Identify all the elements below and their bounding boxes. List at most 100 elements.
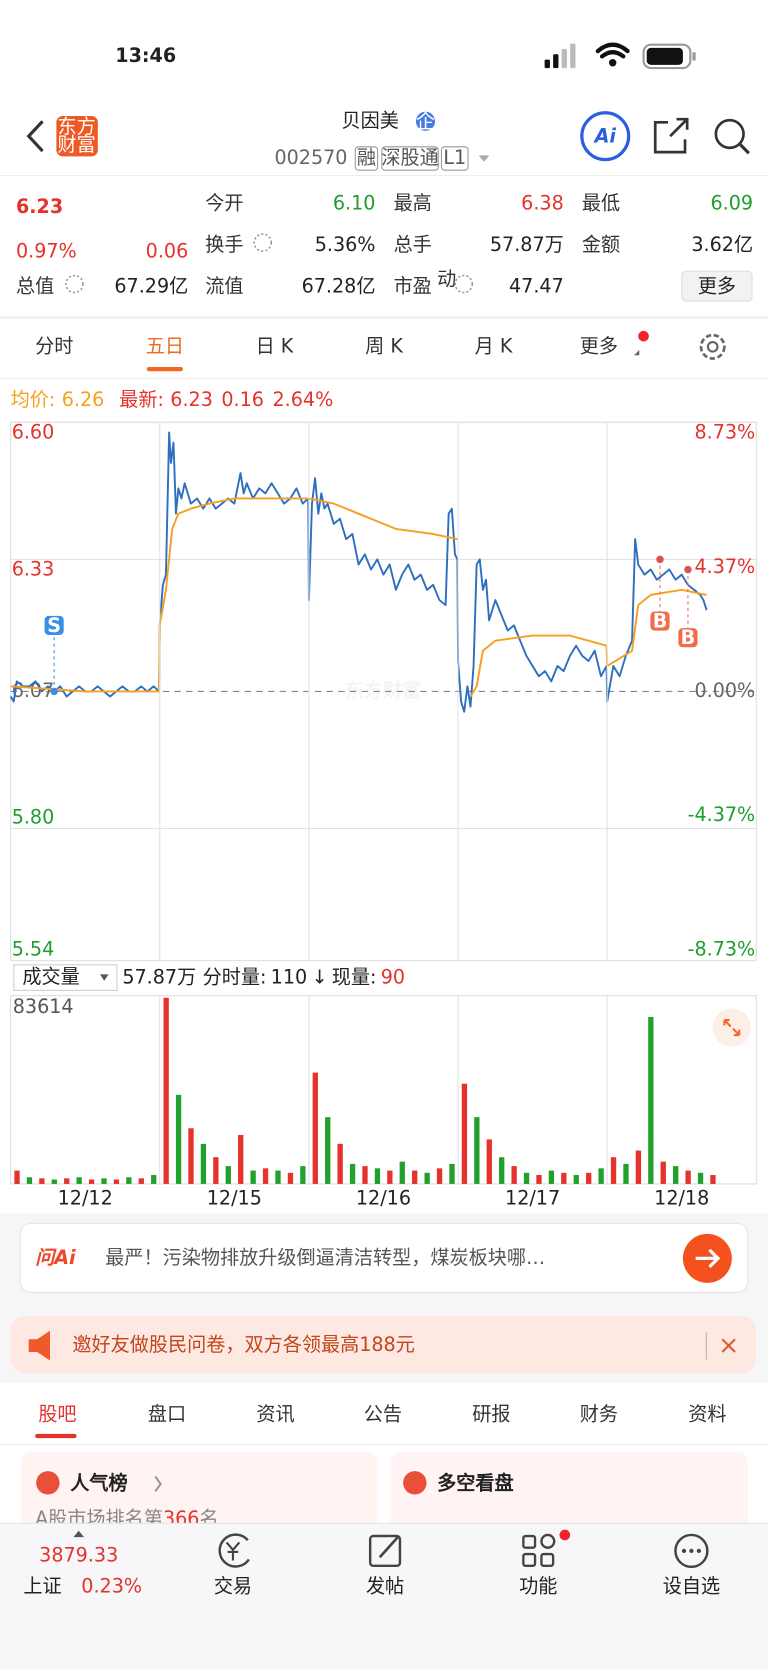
dropdown-arrow[interactable] <box>478 155 490 162</box>
volume-bar <box>88 1179 95 1184</box>
x-tick-label: 12/17 <box>505 1186 560 1209</box>
stat-value: 47.47 <box>509 275 564 298</box>
banner-text[interactable]: 邀好友做股民问卷，双方各领最高188元 <box>72 1333 415 1356</box>
share-button[interactable] <box>653 117 689 154</box>
ai-bar[interactable] <box>19 1222 749 1293</box>
section-tab[interactable]: 研报 <box>472 1402 510 1425</box>
nav-icon[interactable] <box>368 1534 402 1568</box>
nav-label[interactable]: 交易 <box>214 1575 252 1598</box>
info-icon[interactable] <box>65 274 84 294</box>
back-button[interactable] <box>26 120 44 153</box>
nav-label[interactable]: 功能 <box>519 1575 557 1598</box>
section-tab[interactable]: 资料 <box>688 1402 726 1425</box>
volume-bar <box>697 1172 704 1184</box>
settings-button[interactable] <box>699 333 726 360</box>
series-line <box>10 497 707 698</box>
section-tab[interactable]: 财务 <box>580 1402 618 1425</box>
volume-bar <box>51 1179 57 1184</box>
chevron <box>154 1475 162 1492</box>
y-tick-label: 83614 <box>13 995 74 1018</box>
index-change[interactable]: 0.23% <box>81 1575 142 1598</box>
volume-bar <box>598 1168 604 1184</box>
volume-bar <box>101 1178 107 1184</box>
tag-text: L1 <box>443 146 466 169</box>
volume-bar <box>710 1175 716 1184</box>
volume-bar <box>561 1172 567 1184</box>
stat-label: 最低 <box>582 192 620 215</box>
info-icon[interactable] <box>253 233 273 252</box>
stat-label: 换手 <box>205 233 243 256</box>
period-tab[interactable]: 更多 <box>580 334 618 357</box>
stat-label: 金额 <box>582 233 620 256</box>
current-volume: 90 <box>381 965 405 988</box>
latest-value: 6.23 <box>170 387 213 410</box>
banner-close[interactable] <box>721 1338 736 1353</box>
volume-bar <box>486 1139 492 1184</box>
volume-bar <box>412 1170 418 1184</box>
current-label: 现量: <box>332 965 377 988</box>
period-tab[interactable]: 分时 <box>35 334 73 357</box>
index-name[interactable]: 上证 <box>23 1575 61 1598</box>
volume-chart: 83614 12/12 12/15 12/16 12/17 12/18 <box>13 995 716 1209</box>
stat-label: 最高 <box>394 192 432 215</box>
banner[interactable] <box>10 1315 757 1374</box>
nav-label[interactable]: 设自选 <box>663 1575 720 1598</box>
section-tab[interactable]: 公告 <box>364 1402 402 1425</box>
volume-bar <box>362 1166 368 1184</box>
watermark: 东方财富 <box>345 679 422 702</box>
period-tab[interactable]: 周 K <box>365 334 403 357</box>
ai-button-text[interactable]: Ai <box>593 125 617 148</box>
volume-bar <box>213 1157 219 1184</box>
nav-label[interactable]: 发帖 <box>366 1575 404 1598</box>
info-icon[interactable] <box>454 274 474 294</box>
indicator-selector-text[interactable]: 成交量 <box>22 965 79 988</box>
ai-prompt[interactable]: 最严！污染物排放升级倒逼清洁转型，煤炭板块哪… <box>105 1246 545 1269</box>
section-tabs: 股吧 盘口 资讯 公告 研报 财务 资料 <box>38 1402 726 1425</box>
volume-bar <box>685 1170 691 1184</box>
period-tab[interactable]: 日 K <box>256 334 294 357</box>
volume-bar <box>436 1168 443 1184</box>
volume-bar <box>424 1172 430 1184</box>
section-tab[interactable]: 股吧 <box>38 1402 76 1425</box>
nav-icon[interactable] <box>522 1533 556 1567</box>
expand-button[interactable] <box>712 1008 751 1047</box>
period-tab[interactable]: 五日 <box>146 334 184 357</box>
x-tick-label: 12/15 <box>207 1186 262 1209</box>
notice-dot <box>559 1529 571 1541</box>
period-tabs: 分时 五日 日 K 周 K 月 K 更多 <box>35 334 618 372</box>
x-tick-label: 12/16 <box>356 1186 411 1209</box>
nav-icon[interactable] <box>218 1533 250 1568</box>
ai-button[interactable] <box>580 111 631 162</box>
more-button[interactable] <box>681 270 753 302</box>
change-pct: 0.97% <box>16 240 77 263</box>
price-chart: 东方财富6.606.336.075.805.548.73%4.37%0.00%-… <box>9 420 757 962</box>
stat-label-sup: 动 <box>437 267 456 290</box>
volume-bar <box>138 1178 144 1184</box>
tick-volume-label: 分时量: <box>203 965 267 988</box>
nav-icon[interactable] <box>674 1533 709 1569</box>
period-tab[interactable]: 月 K <box>475 334 513 357</box>
logo-text: 东方 <box>57 115 95 138</box>
y2-tick-label: 8.73% <box>694 420 755 443</box>
section-tab[interactable]: 资讯 <box>256 1402 294 1425</box>
badge-text: 企 <box>416 110 435 133</box>
volume-bar <box>511 1166 517 1184</box>
price: 6.23 <box>16 195 63 218</box>
tag <box>354 146 379 171</box>
annotation-dot <box>684 565 692 574</box>
section-tab[interactable]: 盘口 <box>148 1402 186 1425</box>
indicator-selector[interactable] <box>13 964 118 991</box>
y2-tick-label: -4.37% <box>688 803 756 826</box>
index-value[interactable]: 3879.33 <box>39 1544 118 1567</box>
latest-change: 0.16 <box>221 387 264 410</box>
volume-bar <box>474 1117 480 1184</box>
search-button[interactable] <box>714 118 750 155</box>
ai-logo: 问Ai <box>35 1246 76 1269</box>
more-button-text[interactable]: 更多 <box>698 275 736 298</box>
volume-bar <box>349 1163 356 1184</box>
volume-bar <box>262 1168 269 1184</box>
selector-arrow[interactable] <box>99 974 109 981</box>
y-tick-label: 6.60 <box>12 420 55 443</box>
stat-label: 流值 <box>205 275 243 298</box>
annotation-text: B <box>681 626 696 649</box>
